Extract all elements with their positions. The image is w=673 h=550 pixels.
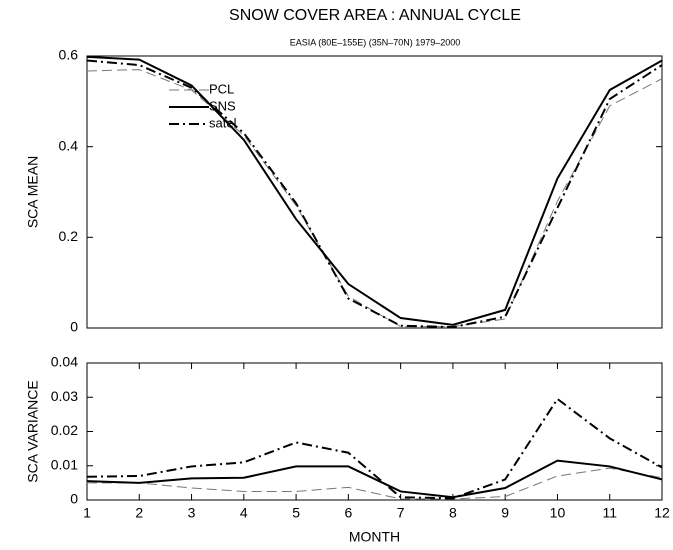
- y-tick-label: 0: [70, 491, 78, 507]
- series-line: [87, 467, 663, 500]
- y-axis-label: SCA MEAN: [25, 156, 41, 228]
- y-tick-label: 0.03: [51, 388, 78, 404]
- y-tick-label: 0: [70, 319, 78, 335]
- series-line: [86, 69, 663, 328]
- y-tick-label: 0.04: [51, 354, 78, 370]
- x-tick-label: 6: [344, 505, 352, 521]
- x-tick-label: 12: [654, 505, 670, 521]
- series-line: [86, 459, 663, 499]
- y-axis-label: SCA VARIANCE: [25, 380, 41, 482]
- series-line: [86, 397, 663, 500]
- x-tick-label: 4: [240, 505, 248, 521]
- x-tick-label: 3: [188, 505, 196, 521]
- legend-label: satel: [209, 115, 237, 130]
- chart-title: SNOW COVER AREA : ANNUAL CYCLE: [229, 7, 521, 24]
- legend-label: SNS: [209, 98, 236, 113]
- series-line: [86, 59, 663, 329]
- chart-subtitle: EASIA (80E–155E) (35N–70N) 1979–2000: [290, 37, 461, 47]
- y-tick-label: 0.4: [59, 137, 79, 153]
- x-tick-label: 2: [135, 505, 143, 521]
- plot-frame: [86, 55, 663, 329]
- x-tick-label: 8: [449, 505, 457, 521]
- y-tick-label: 0.01: [51, 456, 78, 472]
- x-axis-label: MONTH: [349, 529, 400, 545]
- x-tick-label: 11: [602, 505, 617, 521]
- y-tick-label: 0.6: [59, 47, 79, 63]
- x-tick-label: 10: [550, 505, 566, 521]
- x-tick-label: 9: [501, 505, 509, 521]
- y-tick-label: 0.2: [59, 228, 79, 244]
- series-line: [86, 55, 663, 326]
- legend-label: PCL: [209, 81, 234, 96]
- y-tick-label: 0.02: [51, 422, 78, 438]
- x-tick-label: 1: [83, 505, 91, 521]
- x-tick-label: 5: [292, 505, 300, 521]
- x-tick-label: 7: [397, 505, 405, 521]
